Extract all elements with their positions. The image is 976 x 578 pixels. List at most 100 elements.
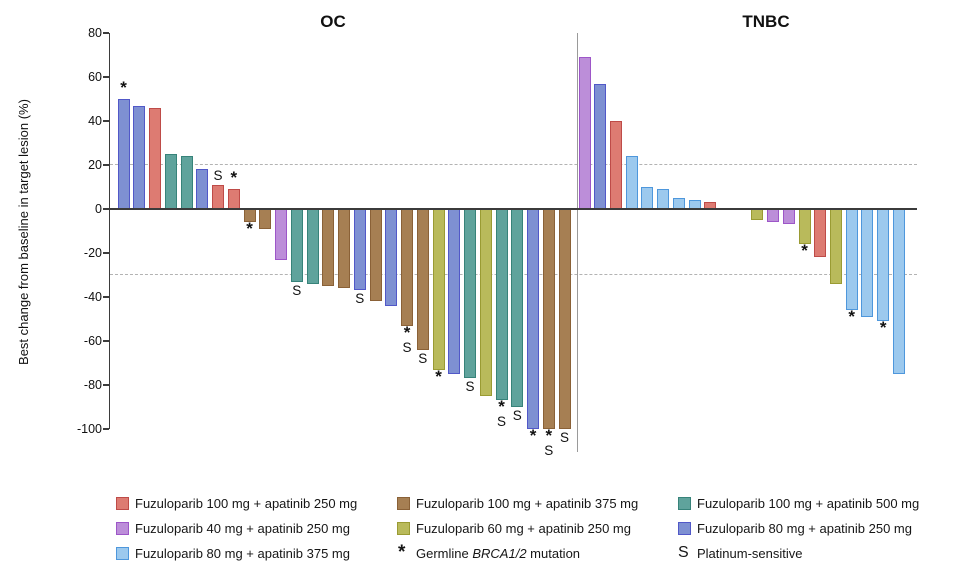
bar-oc-14 bbox=[322, 209, 335, 286]
germline-brca-marker: * bbox=[246, 219, 253, 239]
germline-brca-marker: * bbox=[403, 322, 411, 342]
y-axis-line bbox=[108, 33, 110, 429]
y-tick-label: -60 bbox=[83, 333, 102, 348]
bar-oc-5 bbox=[180, 156, 193, 209]
platinum-sensitive-marker: S bbox=[418, 350, 428, 366]
platinum-sensitive-marker: S bbox=[465, 379, 475, 395]
y-tick bbox=[102, 164, 109, 166]
germline-brca-marker: * bbox=[545, 426, 553, 445]
bar-oc-25 bbox=[495, 209, 508, 401]
bar-tnbc-1 bbox=[578, 57, 591, 209]
y-tick-label: 80 bbox=[88, 25, 102, 40]
bar-oc-15 bbox=[338, 209, 350, 289]
y-tick-label: 40 bbox=[88, 113, 102, 128]
bar-oc-11 bbox=[275, 209, 287, 260]
bar-oc-4 bbox=[164, 154, 177, 209]
y-tick bbox=[102, 252, 109, 254]
legend-label: Fuzuloparib 100 mg + apatinib 375 mg bbox=[416, 496, 639, 511]
legend-swatch bbox=[678, 497, 691, 510]
legend-swatch bbox=[116, 522, 129, 535]
s-symbol: S bbox=[678, 544, 689, 561]
platinum-sensitive-marker: S bbox=[496, 414, 506, 430]
legend-label: Fuzuloparib 40 mg + apatinib 250 mg bbox=[135, 521, 350, 536]
legend-label: Fuzuloparib 60 mg + apatinib 250 mg bbox=[416, 521, 631, 536]
germline-brca-marker: * bbox=[801, 241, 808, 261]
y-tick bbox=[102, 120, 109, 122]
bar-tnbc-3 bbox=[609, 121, 622, 209]
zero-line bbox=[110, 208, 917, 210]
y-tick-label: -100 bbox=[76, 421, 102, 436]
bar-oc-7 bbox=[212, 184, 224, 209]
reference-line bbox=[110, 164, 917, 166]
bar-tnbc-12 bbox=[751, 209, 764, 220]
bar-oc-21 bbox=[432, 209, 445, 370]
bar-tnbc-2 bbox=[594, 83, 607, 209]
y-tick bbox=[102, 76, 109, 78]
bar-oc-27 bbox=[527, 209, 539, 429]
y-tick-label: 0 bbox=[95, 201, 102, 216]
y-tick bbox=[102, 32, 109, 34]
legend-swatch bbox=[116, 547, 129, 560]
bar-tnbc-19 bbox=[861, 209, 874, 317]
germline-brca-marker: * bbox=[230, 168, 238, 188]
asterisk-symbol: * bbox=[398, 542, 406, 563]
legend-label: Fuzuloparib 80 mg + apatinib 375 mg bbox=[135, 546, 350, 561]
bar-oc-17 bbox=[369, 209, 382, 302]
bar-tnbc-15 bbox=[798, 209, 811, 245]
legend-swatch bbox=[397, 497, 410, 510]
bar-tnbc-4 bbox=[625, 156, 638, 209]
bar-oc-2 bbox=[133, 105, 146, 209]
germline-brca-marker: * bbox=[120, 78, 127, 97]
bar-oc-22 bbox=[448, 209, 461, 374]
platinum-sensitive-marker: S bbox=[402, 339, 412, 355]
y-tick-label: -20 bbox=[83, 245, 102, 260]
group-title-tnbc: TNBC bbox=[742, 12, 790, 31]
legend-label: Fuzuloparib 100 mg + apatinib 500 mg bbox=[697, 496, 920, 511]
bar-tnbc-14 bbox=[782, 209, 795, 225]
bar-tnbc-20 bbox=[877, 209, 890, 322]
legend-swatch bbox=[678, 522, 691, 535]
legend-label: Fuzuloparib 80 mg + apatinib 250 mg bbox=[697, 521, 912, 536]
group-title-oc: OC bbox=[320, 12, 346, 31]
bar-oc-12 bbox=[290, 209, 303, 282]
y-tick-label: 60 bbox=[88, 69, 102, 84]
bar-oc-3 bbox=[149, 107, 161, 209]
bar-oc-20 bbox=[416, 209, 429, 350]
germline-brca-marker: * bbox=[879, 318, 887, 338]
y-tick bbox=[102, 384, 109, 386]
bar-oc-26 bbox=[511, 209, 524, 407]
platinum-sensitive-marker: S bbox=[559, 430, 569, 445]
platinum-sensitive-marker: S bbox=[292, 282, 302, 298]
bar-oc-29 bbox=[558, 209, 571, 429]
bar-tnbc-18 bbox=[845, 209, 858, 311]
group-separator-line bbox=[577, 33, 578, 452]
platinum-sensitive-marker: S bbox=[512, 408, 522, 423]
bar-oc-1 bbox=[117, 99, 130, 209]
legend-label: Platinum-sensitive bbox=[697, 546, 803, 561]
bar-oc-18 bbox=[385, 209, 398, 306]
bar-oc-10 bbox=[259, 209, 272, 229]
germline-brca-marker: * bbox=[848, 307, 856, 327]
bar-oc-28 bbox=[542, 209, 555, 429]
bar-tnbc-6 bbox=[657, 189, 670, 209]
y-tick-label: -80 bbox=[83, 377, 102, 392]
germline-brca-marker: * bbox=[498, 397, 505, 417]
germline-brca-marker: * bbox=[529, 426, 537, 445]
platinum-sensitive-marker: S bbox=[355, 291, 365, 307]
y-tick bbox=[102, 340, 109, 342]
germline-brca-marker: * bbox=[435, 366, 442, 386]
y-tick bbox=[102, 428, 109, 430]
legend-swatch bbox=[397, 522, 410, 535]
bar-tnbc-5 bbox=[641, 187, 654, 209]
bar-oc-19 bbox=[401, 209, 413, 326]
bar-tnbc-17 bbox=[830, 209, 843, 284]
y-tick-label: 20 bbox=[88, 157, 102, 172]
bar-oc-8 bbox=[227, 189, 240, 209]
bar-oc-13 bbox=[306, 209, 319, 284]
y-axis-label: Best change from baseline in target lesi… bbox=[16, 99, 31, 365]
bar-tnbc-21 bbox=[892, 209, 905, 374]
legend-swatch bbox=[116, 497, 129, 510]
bar-tnbc-13 bbox=[767, 209, 780, 223]
legend-label: Fuzuloparib 100 mg + apatinib 250 mg bbox=[135, 496, 358, 511]
